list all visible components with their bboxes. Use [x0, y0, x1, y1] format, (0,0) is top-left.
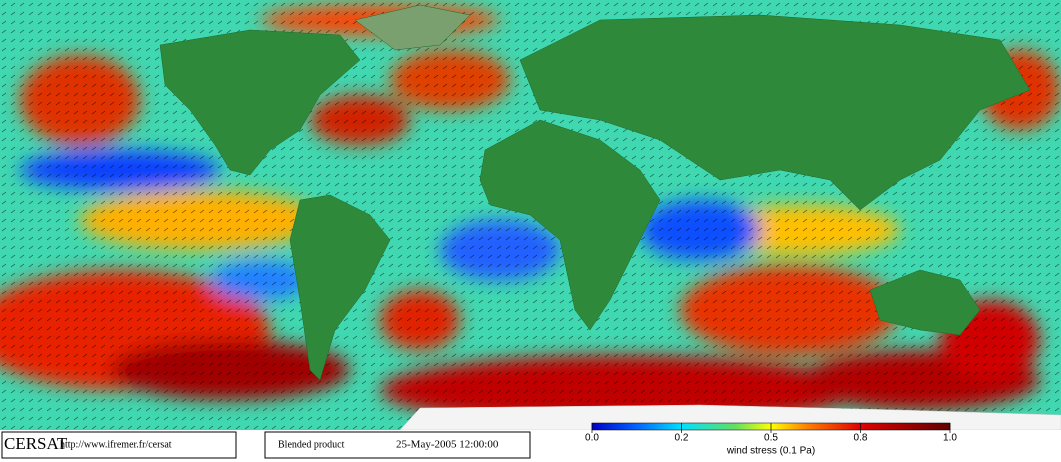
colorbar-tick-label: 1.0	[943, 433, 957, 444]
url: http://www.ifremer.fr/cersat	[60, 439, 172, 450]
logo: CERSAT	[4, 434, 68, 453]
product-box	[264, 431, 531, 459]
date: 25-May-2005 12:00:00	[396, 439, 499, 451]
colorbar-tick-label: 0.5	[764, 433, 778, 444]
colorbar-tick-label: 0.2	[675, 433, 689, 444]
logo-box	[1, 431, 237, 459]
product: Blended product	[278, 439, 345, 450]
colorbar-label: wind stress (0.1 Pa)	[726, 446, 815, 457]
land	[159, 4, 1061, 431]
colorbar-tick-label: 0.0	[585, 433, 599, 444]
colorbar-tick-label: 0.8	[854, 433, 868, 444]
